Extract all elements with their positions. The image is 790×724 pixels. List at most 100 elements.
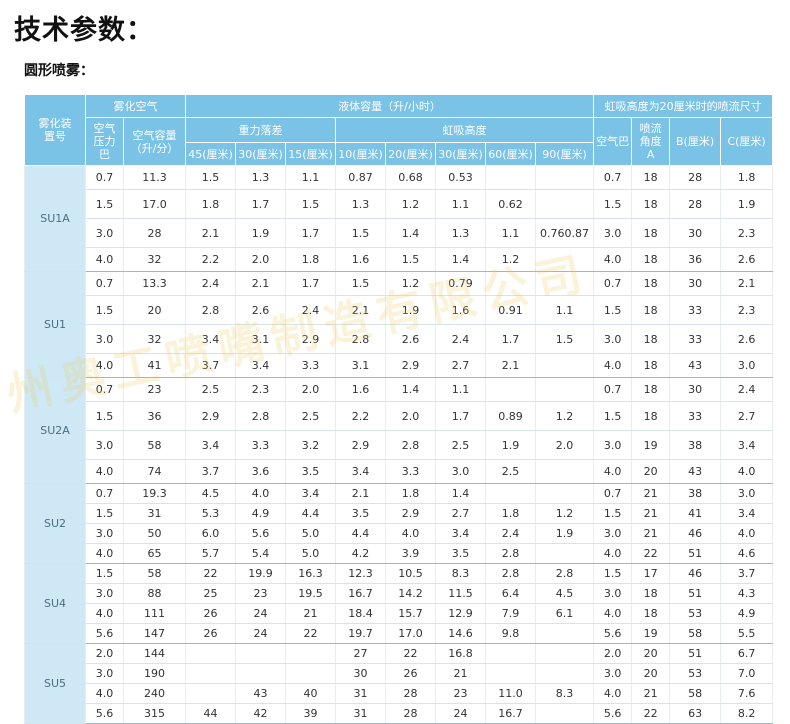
table-row: 4.0 41 3.7 3.4 3.3 3.1 2.9 2.7 2.1 4.0 18 43 3.0 xyxy=(25,353,774,378)
table-cell: 21 xyxy=(631,503,671,524)
table-cell xyxy=(534,643,595,664)
header-gravity: 重力落差 xyxy=(185,117,336,143)
table-cell xyxy=(534,459,595,484)
table-cell: 4.4 xyxy=(285,503,336,524)
table-cell xyxy=(534,271,595,296)
spec-table-body: SU1A 0.7 11.3 1.5 1.3 1.1 0.87 0.68 0.53 0.7 18 28 1… xyxy=(24,165,774,724)
table-cell: 2.7 xyxy=(720,401,774,431)
table-cell: 3.0 xyxy=(720,483,774,504)
table-cell: 58 xyxy=(123,430,186,460)
table-cell: 3.0 xyxy=(85,430,124,460)
table-cell: 18 xyxy=(631,603,671,624)
table-cell: 1.6 xyxy=(435,295,486,325)
table-cell: 17.0 xyxy=(385,623,436,644)
table-cell: 4.0 xyxy=(593,353,633,378)
table-cell: 0.89 xyxy=(485,401,536,431)
table-cell: 21 xyxy=(631,483,671,504)
table-cell: 1.8 xyxy=(185,189,236,219)
table-cell: 315 xyxy=(123,703,186,724)
table-cell: 1.7 xyxy=(435,401,486,431)
table-cell: 4.3 xyxy=(720,583,774,604)
table-cell: 1.1 xyxy=(285,165,336,190)
table-cell: 240 xyxy=(123,683,186,704)
table-cell: 5.6 xyxy=(593,703,633,724)
table-cell: 2.6 xyxy=(385,324,436,354)
table-cell: 4.2 xyxy=(335,543,386,564)
table-row: 5.6 315 44 42 39 31 28 24 16.7 5.6 22 63 8.2 xyxy=(25,703,774,724)
table-cell: 3.0 xyxy=(435,459,486,484)
table-cell: 1.9 xyxy=(485,430,536,460)
table-cell: 1.5 xyxy=(285,189,336,219)
table-cell: 25 xyxy=(185,583,236,604)
table-cell xyxy=(285,643,336,664)
table-cell: 2.1 xyxy=(720,271,774,296)
table-cell: 1.5 xyxy=(385,247,436,272)
table-cell: 65 xyxy=(123,543,186,564)
table-cell: 2.0 xyxy=(534,430,595,460)
model-cell: SU1A xyxy=(24,165,86,272)
table-cell: 2.8 xyxy=(485,543,536,564)
table-cell: 2.1 xyxy=(485,353,536,378)
table-cell: 18 xyxy=(631,271,671,296)
table-cell: 3.0 xyxy=(593,430,633,460)
model-cell: SU2A xyxy=(24,377,86,484)
table-cell: 4.5 xyxy=(534,583,595,604)
table-cell: 30 xyxy=(335,663,386,684)
table-cell: 46 xyxy=(669,523,722,544)
table-row: 1.5 31 5.3 4.9 4.4 3.5 2.9 2.7 1.8 1.2 1.5 21 41 3.4 xyxy=(25,503,774,524)
table-cell: 3.0 xyxy=(85,583,124,604)
table-cell: 6.1 xyxy=(534,603,595,624)
table-cell: 3.0 xyxy=(85,663,124,684)
table-cell: 39 xyxy=(285,703,336,724)
table-cell: 43 xyxy=(669,353,722,378)
table-cell: 2.7 xyxy=(435,503,486,524)
table-cell: 190 xyxy=(123,663,186,684)
table-cell: 2.0 xyxy=(285,377,336,402)
table-cell: 2.3 xyxy=(720,218,774,248)
table-cell: 1.5 xyxy=(335,271,386,296)
table-cell: 41 xyxy=(123,353,186,378)
table-cell: 30 xyxy=(669,218,722,248)
table-cell: 74 xyxy=(123,459,186,484)
table-cell: 3.9 xyxy=(385,543,436,564)
table-cell: 18 xyxy=(631,583,671,604)
header-siphon-col: 10(厘米) xyxy=(335,142,386,166)
table-cell xyxy=(534,483,595,504)
table-cell: 51 xyxy=(669,543,722,564)
table-cell: 23 xyxy=(123,377,186,402)
table-cell: 2.5 xyxy=(185,377,236,402)
table-cell: 1.9 xyxy=(385,295,436,325)
table-row: 1.5 20 2.8 2.6 2.4 2.1 1.9 1.6 0.91 1.1 1.5 18 33 2.3 xyxy=(25,295,774,325)
table-cell: 4.0 xyxy=(385,523,436,544)
table-cell: 4.6 xyxy=(720,543,774,564)
table-cell: 16.8 xyxy=(435,643,486,664)
table-cell: 2.4 xyxy=(720,377,774,402)
table-cell: 24 xyxy=(435,703,486,724)
table-cell: 30 xyxy=(669,271,722,296)
table-cell: 4.0 xyxy=(85,683,124,704)
table-cell: 3.4 xyxy=(720,430,774,460)
table-cell: 17 xyxy=(631,563,671,584)
table-cell: 147 xyxy=(123,623,186,644)
table-cell: 20 xyxy=(631,663,671,684)
table-cell: 5.3 xyxy=(185,503,236,524)
table-cell: 111 xyxy=(123,603,186,624)
table-cell: 1.2 xyxy=(385,189,436,219)
table-cell: 0.79 xyxy=(435,271,486,296)
table-cell: 9.8 xyxy=(485,623,536,644)
table-cell: 2.4 xyxy=(185,271,236,296)
table-cell: 28 xyxy=(669,189,722,219)
table-cell: 1.9 xyxy=(235,218,286,248)
table-cell: 19.9 xyxy=(235,563,286,584)
table-cell: 2.2 xyxy=(185,247,236,272)
table-cell: 53 xyxy=(669,603,722,624)
table-cell: 4.4 xyxy=(335,523,386,544)
table-row: 1.5 36 2.9 2.8 2.5 2.2 2.0 1.7 0.89 1.2 1.5 18 33 2.7 xyxy=(25,401,774,431)
table-row: SU1A 0.7 11.3 1.5 1.3 1.1 0.87 0.68 0.53 0.7 18 28 1… xyxy=(24,165,774,272)
table-cell: 88 xyxy=(123,583,186,604)
table-cell: 4.0 xyxy=(593,683,633,704)
table-cell: 2.5 xyxy=(435,430,486,460)
table-cell: 23 xyxy=(235,583,286,604)
header-siphon-col: 90(厘米) xyxy=(534,142,595,166)
table-cell: 2.6 xyxy=(720,247,774,272)
